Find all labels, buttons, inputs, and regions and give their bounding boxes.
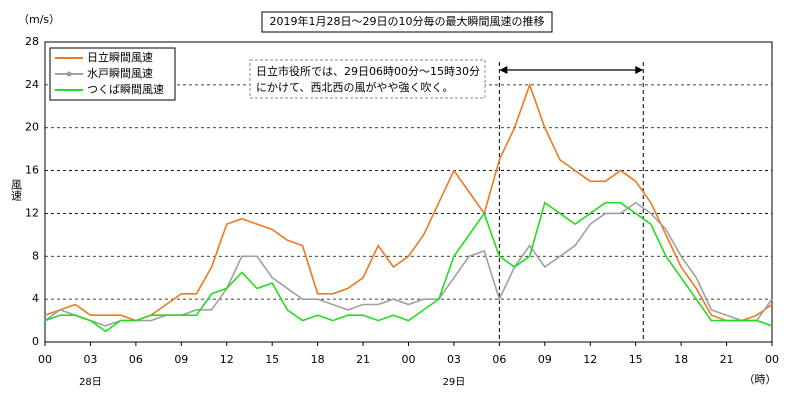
y-label: 風速 bbox=[10, 179, 23, 201]
x-tick-label: 12 bbox=[220, 353, 234, 366]
x-tick-label: 03 bbox=[447, 353, 461, 366]
chart-title: 2019年1月28日～29日の10分毎の最大瞬間風速の推移 bbox=[270, 14, 545, 28]
y-tick-label: 16 bbox=[25, 164, 39, 177]
x-tick-label: 09 bbox=[174, 353, 188, 366]
x-tick-label: 21 bbox=[720, 353, 734, 366]
annotation-text: 日立市役所では、29日06時00分～15時30分 bbox=[256, 64, 480, 78]
series-line bbox=[44, 82, 773, 322]
y-tick-label: 8 bbox=[32, 249, 39, 262]
legend-label: 日立瞬間風速 bbox=[87, 50, 153, 64]
x-tick-label: 06 bbox=[492, 353, 506, 366]
day-label: 28日 bbox=[79, 377, 102, 388]
x-tick-label: 03 bbox=[83, 353, 97, 366]
x-tick-label: 00 bbox=[402, 353, 416, 366]
x-tick-label: 15 bbox=[629, 353, 643, 366]
x-tick-label: 21 bbox=[356, 353, 370, 366]
x-tick-label: 12 bbox=[583, 353, 597, 366]
x-tick-label: 15 bbox=[265, 353, 279, 366]
y-tick-label: 0 bbox=[32, 335, 39, 348]
day-label: 29日 bbox=[443, 377, 466, 388]
y-tick-label: 4 bbox=[32, 292, 39, 305]
x-tick-label: 18 bbox=[674, 353, 688, 366]
annotation-box bbox=[249, 59, 486, 99]
series-line bbox=[44, 201, 773, 333]
title-box bbox=[261, 11, 553, 33]
y-tick-label: 20 bbox=[25, 121, 39, 134]
x-tick-label: 06 bbox=[129, 353, 143, 366]
y-tick-label: 28 bbox=[25, 35, 39, 48]
x-tick-label: 00 bbox=[765, 353, 779, 366]
y-tick-label: 12 bbox=[25, 206, 39, 219]
x-tick-label: 09 bbox=[538, 353, 552, 366]
legend-label: つくば瞬間風速 bbox=[87, 83, 164, 96]
legend-marker bbox=[66, 71, 72, 77]
y-tick-label: 24 bbox=[25, 78, 39, 91]
x-unit: （時） bbox=[744, 373, 777, 386]
x-tick-label: 00 bbox=[38, 353, 52, 366]
annotation-text: にかけて、西北西の風がやや強く吹く。 bbox=[256, 80, 453, 94]
legend-label: 水戸瞬間風速 bbox=[87, 67, 153, 80]
x-tick-label: 18 bbox=[311, 353, 325, 366]
y-unit: （m/s） bbox=[18, 13, 60, 26]
